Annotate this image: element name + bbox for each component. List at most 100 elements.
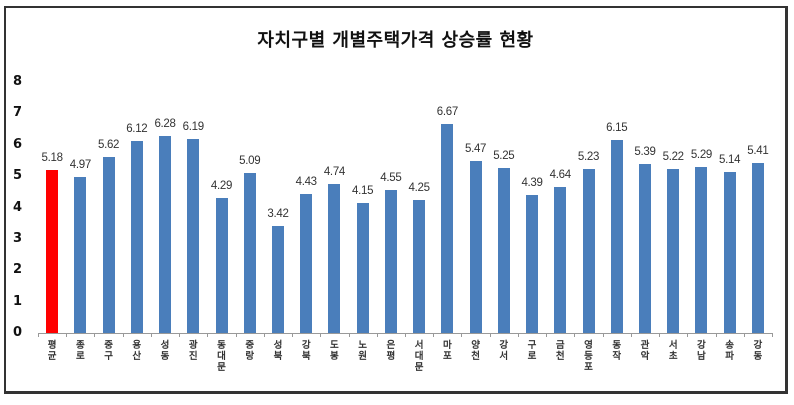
x-axis-tick	[461, 333, 463, 337]
bar	[384, 190, 397, 333]
y-tick-label: 5	[12, 168, 22, 184]
data-label: 5.14	[719, 153, 741, 166]
bar	[554, 187, 567, 333]
bar-average	[46, 170, 59, 333]
bar	[526, 195, 539, 333]
data-label: 4.29	[210, 180, 233, 193]
bar	[723, 171, 736, 333]
y-tick-label: 6	[12, 136, 22, 152]
y-tick-label: 1	[12, 293, 22, 309]
x-axis-tick	[687, 333, 689, 337]
x-category-label: 평균	[47, 340, 57, 362]
x-axis-tick	[772, 333, 773, 337]
x-axis-tick	[263, 333, 265, 337]
bar	[328, 184, 341, 333]
data-label: 4.55	[380, 172, 402, 185]
bar	[667, 169, 680, 333]
bar	[102, 156, 115, 333]
x-axis-tick	[546, 333, 548, 337]
bar	[469, 161, 482, 333]
bar	[497, 168, 510, 333]
x-category-label: 용산	[132, 340, 142, 362]
bar	[413, 199, 426, 333]
x-axis-tick	[179, 333, 181, 337]
bar	[356, 202, 369, 333]
x-category-label: 성북	[273, 340, 283, 362]
x-category-label: 광진	[188, 340, 198, 362]
x-category-label: 강북	[301, 340, 311, 362]
data-label: 4.15	[352, 184, 374, 197]
bar	[638, 163, 651, 333]
data-label: 5.62	[97, 138, 120, 151]
data-label: 4.74	[323, 166, 346, 179]
data-label: 5.09	[239, 155, 261, 168]
x-axis-tick	[405, 333, 406, 337]
x-axis-tick	[207, 333, 209, 337]
x-category-label: 강남	[697, 340, 706, 362]
data-label: 4.39	[521, 177, 543, 190]
data-label: 6.28	[154, 117, 176, 130]
x-axis-tick	[292, 333, 294, 337]
data-label: 5.22	[662, 151, 684, 164]
data-label: 5.25	[493, 150, 515, 163]
x-category-label: 양천	[471, 340, 480, 362]
x-category-label: 마포	[442, 340, 452, 362]
x-axis-tick	[348, 333, 350, 337]
bar	[695, 167, 708, 333]
x-axis-tick	[376, 333, 378, 337]
data-label: 6.12	[126, 122, 148, 135]
x-axis-tick	[743, 333, 745, 337]
y-tick-label: 4	[12, 199, 22, 215]
x-axis-tick	[715, 333, 717, 337]
y-tick-label: 0	[12, 325, 22, 340]
x-axis-tick	[38, 333, 39, 337]
x-category-label: 동작	[612, 340, 622, 362]
bar	[243, 173, 256, 333]
x-category-label: 동대문	[217, 340, 226, 373]
x-axis-tick	[122, 333, 124, 337]
bar	[751, 163, 764, 333]
chart-title: 자치구별 개별주택가격 상승률 현황	[257, 30, 534, 51]
x-category-label: 금천	[555, 340, 565, 362]
bar	[271, 225, 284, 333]
bar	[300, 194, 313, 333]
bar	[74, 177, 87, 333]
y-tick-label: 7	[12, 105, 22, 121]
x-axis-tick	[320, 333, 322, 337]
data-label: 4.25	[408, 181, 430, 194]
y-tick-label: 8	[12, 74, 22, 89]
x-category-label: 중랑	[245, 340, 255, 362]
x-category-label: 관악	[640, 340, 650, 362]
data-label: 3.42	[267, 207, 289, 220]
x-category-label: 서대문	[414, 340, 424, 373]
x-axis-tick	[659, 333, 661, 337]
x-axis-tick	[150, 333, 152, 337]
data-label: 5.18	[41, 152, 63, 165]
x-axis-tick	[574, 333, 576, 337]
x-category-label: 강동	[753, 340, 763, 362]
bar	[159, 135, 172, 333]
x-axis-tick	[630, 333, 632, 337]
bar	[610, 140, 623, 333]
data-label: 4.97	[69, 159, 91, 172]
x-axis-tick	[235, 333, 237, 337]
data-label: 4.64	[549, 169, 571, 182]
x-category-label: 강서	[499, 340, 509, 362]
x-category-label: 노원	[358, 340, 368, 362]
x-category-label: 은평	[386, 340, 396, 362]
data-label: 6.67	[436, 105, 458, 118]
bar	[582, 168, 595, 333]
x-axis-tick	[489, 333, 491, 337]
x-category-label: 서초	[668, 340, 678, 362]
x-category-label: 영등포	[584, 340, 593, 373]
data-label: 6.19	[182, 120, 204, 133]
x-axis-tick	[517, 333, 519, 337]
data-label: 5.23	[577, 150, 600, 163]
x-axis-tick	[94, 333, 96, 337]
data-label: 5.39	[634, 145, 656, 158]
x-axis-tick	[602, 333, 604, 337]
bar	[187, 138, 200, 333]
data-label: 5.29	[690, 149, 713, 162]
bar	[130, 140, 143, 333]
x-category-label: 중구	[104, 340, 113, 362]
